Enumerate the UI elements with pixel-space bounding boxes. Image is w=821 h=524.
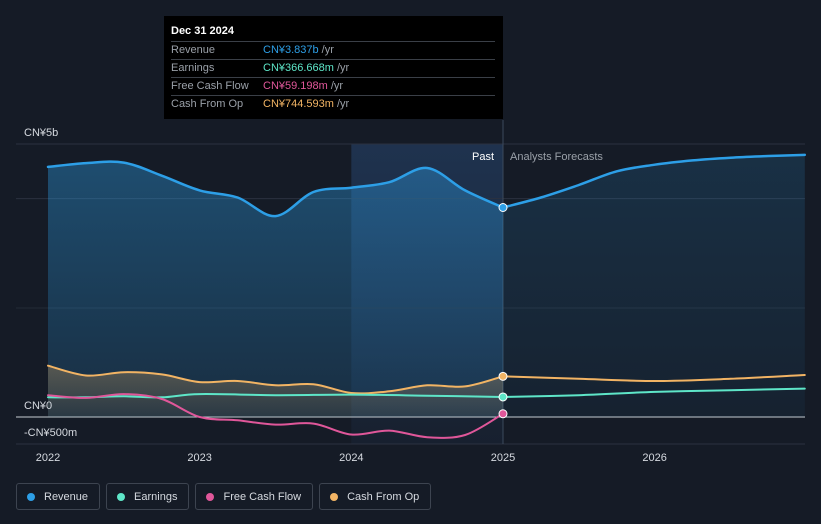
earnings-line-forecast: [502, 387, 806, 398]
cash-from-op-line-forecast: [502, 374, 806, 383]
legend-label: Free Cash Flow: [223, 490, 302, 503]
y-label-top: CN¥5b: [24, 127, 58, 139]
x-tick-label: 2023: [187, 452, 211, 464]
y-label-zero: CN¥0: [24, 400, 52, 412]
revenue-line-forecast: [501, 153, 807, 209]
cash-from-op-area-past: [48, 365, 503, 417]
tooltip-row-earnings: Earnings CN¥366.668m /yr: [171, 59, 495, 77]
cash-from-op-dot-icon: [330, 492, 339, 501]
legend-item-revenue[interactable]: Revenue: [16, 483, 101, 510]
legend-item-earnings[interactable]: Earnings: [106, 483, 190, 510]
tooltip-value: CN¥366.668m: [263, 62, 334, 74]
tooltip-value: CN¥744.593m: [263, 98, 334, 110]
earnings-dot-icon: [117, 492, 126, 501]
tooltip-unit: /yr: [336, 62, 350, 74]
past-label: Past: [472, 151, 494, 163]
hover-tooltip: Dec 31 2024 Revenue CN¥3.837b /yr Earnin…: [164, 16, 503, 119]
legend-label: Earnings: [134, 490, 178, 503]
tooltip-row-free-cash-flow: Free Cash Flow CN¥59.198m /yr: [171, 77, 495, 95]
cash-from-op-line-past: [47, 364, 504, 395]
revenue-dot-icon: [27, 492, 35, 501]
free-cash-flow-line-past: [47, 393, 504, 439]
y-label-bottom: -CN¥500m: [24, 427, 77, 439]
x-tick-label: 2024: [339, 452, 363, 464]
tooltip-unit: /yr: [336, 98, 350, 110]
tooltip-label: Earnings: [171, 62, 215, 74]
revenue-marker: [498, 202, 508, 212]
forecast-label: Analysts Forecasts: [510, 151, 603, 163]
tooltip-value: CN¥3.837b: [263, 44, 319, 56]
x-tick-label: 2022: [36, 452, 60, 464]
tooltip-date: Dec 31 2024: [171, 25, 234, 37]
legend-item-cash-from-op[interactable]: Cash From Op: [319, 483, 432, 510]
tooltip-label: Revenue: [171, 44, 216, 56]
tooltip-row-revenue: Revenue CN¥3.837b /yr: [171, 41, 495, 59]
free-cash-flow-marker: [498, 409, 508, 419]
chart-legend: Revenue Earnings Free Cash Flow Cash Fro…: [16, 483, 432, 510]
legend-label: Revenue: [44, 490, 89, 503]
tooltip-value: CN¥59.198m: [263, 80, 328, 92]
cash-from-op-marker: [498, 371, 508, 381]
revenue-area-past: [48, 161, 503, 417]
tooltip-label: Cash From Op: [171, 98, 244, 110]
free-cash-flow-dot-icon: [206, 492, 215, 501]
tooltip-unit: /yr: [321, 44, 334, 56]
tooltip-unit: /yr: [330, 80, 344, 92]
x-tick-label: 2025: [491, 452, 515, 464]
earnings-marker: [498, 392, 508, 402]
legend-label: Cash From Op: [347, 490, 420, 503]
revenue-line-past: [46, 160, 505, 218]
x-tick-label: 2026: [642, 452, 666, 464]
tooltip-row-cash-from-op: Cash From Op CN¥744.593m /yr: [171, 95, 495, 113]
legend-item-free-cash-flow[interactable]: Free Cash Flow: [195, 483, 314, 510]
tooltip-label: Free Cash Flow: [171, 80, 249, 92]
revenue-area-forecast: [503, 154, 805, 417]
